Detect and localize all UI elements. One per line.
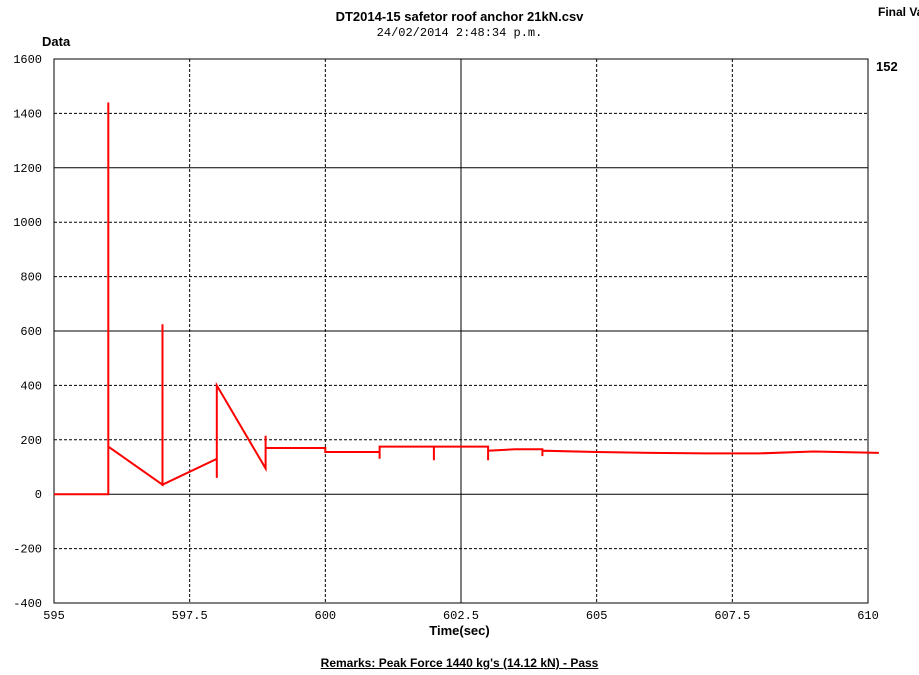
final-value-label: Final Value (878, 5, 919, 19)
remarks: Remarks: Peak Force 1440 kg's (14.12 kN)… (320, 656, 599, 670)
y-tick-label: 0 (35, 488, 42, 502)
x-tick-label: 605 (586, 609, 608, 623)
y-tick-label: -200 (13, 543, 42, 557)
series-line (54, 102, 879, 496)
series (54, 102, 879, 496)
grid (54, 59, 868, 603)
x-tick-label: 597.5 (172, 609, 208, 623)
tick-labels: -400 -200 0 200 400 600 800 1000 1200 1400 1600 595… (13, 53, 879, 623)
final-value: 152 (876, 59, 898, 74)
y-tick-label: 1600 (13, 53, 42, 67)
y-axis-label: Data (42, 34, 71, 49)
x-tick-label: 595 (43, 609, 65, 623)
x-axis-label: Time(sec) (429, 623, 490, 638)
x-tick-label: 607.5 (714, 609, 750, 623)
y-tick-label: 200 (20, 434, 42, 448)
y-tick-label: 400 (20, 379, 42, 393)
plot-frame (53, 58, 869, 604)
chart-title: DT2014-15 safetor roof anchor 21kN.csv (335, 9, 584, 24)
y-tick-label: 1200 (13, 162, 42, 176)
x-tick-label: 602.5 (443, 609, 479, 623)
y-tick-label: 1400 (13, 107, 42, 121)
x-tick-label: 610 (857, 609, 879, 623)
axes (53, 58, 869, 604)
y-tick-label: 800 (20, 271, 42, 285)
y-tick-label: 600 (20, 325, 42, 339)
y-tick-label: -400 (13, 597, 42, 611)
x-tick-label: 600 (315, 609, 337, 623)
chart-subtitle: 24/02/2014 2:48:34 p.m. (376, 26, 543, 40)
y-tick-label: 1000 (13, 216, 42, 230)
